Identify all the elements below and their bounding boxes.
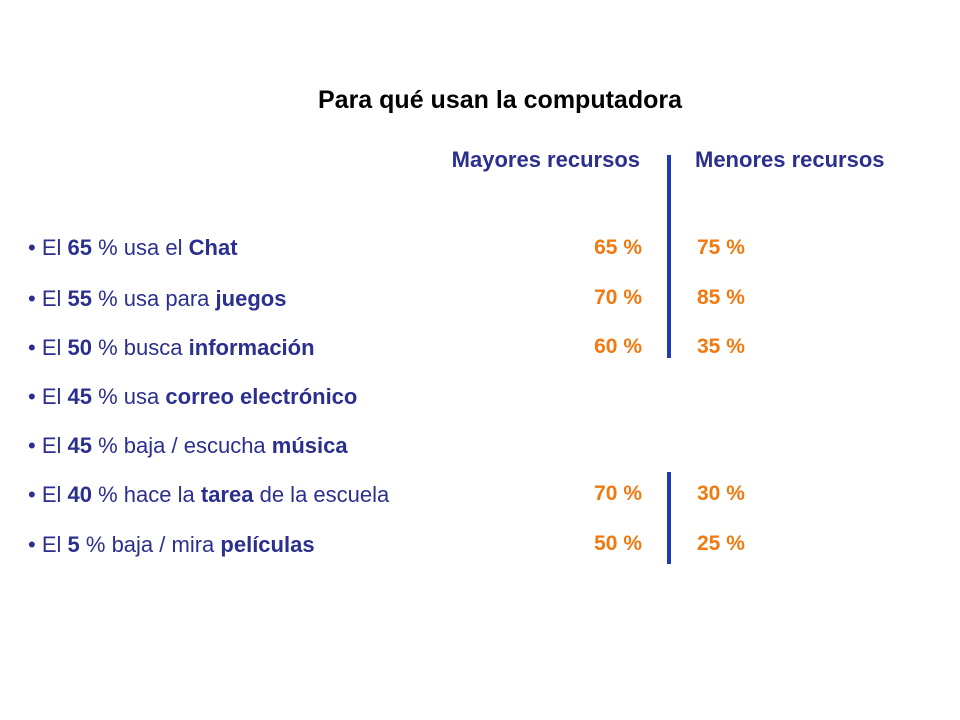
percent-high: 60 % bbox=[594, 335, 642, 358]
list-item: • El 40 % hace la tarea de la escuela bbox=[28, 482, 390, 507]
percent-low: 85 % bbox=[697, 286, 745, 309]
header-menores-recursos: Menores recursos bbox=[695, 147, 885, 172]
list-item: • El 65 % usa el Chat bbox=[28, 235, 238, 260]
page-title: Para qué usan la computadora bbox=[318, 86, 682, 114]
column-divider-top bbox=[667, 155, 671, 358]
percent-low: 35 % bbox=[697, 335, 745, 358]
list-item: • El 45 % usa correo electrónico bbox=[28, 384, 358, 409]
list-item: • El 55 % usa para juegos bbox=[28, 286, 287, 311]
percent-high: 65 % bbox=[594, 236, 642, 259]
percent-low: 25 % bbox=[697, 532, 745, 555]
list-item: • El 5 % baja / mira películas bbox=[28, 532, 315, 557]
percent-high: 70 % bbox=[594, 286, 642, 309]
list-item: • El 50 % busca información bbox=[28, 335, 315, 360]
percent-low: 75 % bbox=[697, 236, 745, 259]
header-mayores-recursos: Mayores recursos bbox=[451, 147, 640, 172]
percent-high: 50 % bbox=[594, 532, 642, 555]
column-divider-bottom bbox=[667, 472, 671, 564]
percent-low: 30 % bbox=[697, 482, 745, 505]
list-item: • El 45 % baja / escucha música bbox=[28, 433, 348, 458]
percent-high: 70 % bbox=[594, 482, 642, 505]
